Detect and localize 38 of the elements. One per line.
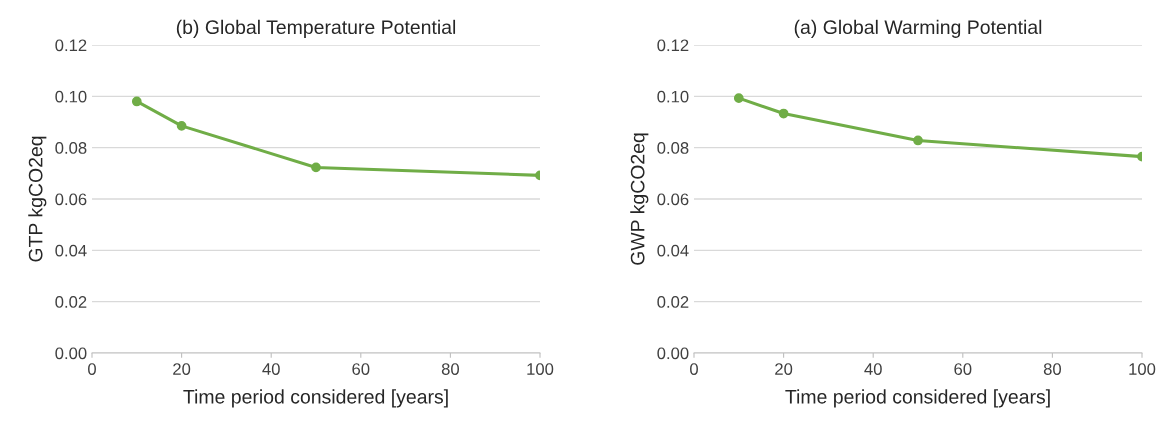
y-axis-title: GWP kgCO2eq	[630, 133, 649, 265]
chart-title: (b) Global Temperature Potential	[176, 19, 456, 38]
x-tick-label: 100	[527, 363, 554, 375]
y-tick-label: 0.04	[657, 244, 689, 257]
y-tick-label: 0.10	[657, 90, 689, 103]
chart-title: (a) Global Warming Potential	[794, 19, 1042, 38]
x-tick-label: 40	[262, 363, 280, 375]
y-axis-title: GTP kgCO2eq	[28, 136, 47, 262]
x-tick-label: 20	[775, 363, 793, 375]
point	[913, 135, 923, 146]
y-tick-label: 0.02	[55, 296, 87, 308]
x-tick-label: 20	[173, 363, 191, 375]
point	[176, 120, 187, 131]
x-tick-label: 60	[352, 363, 370, 375]
y-tick-label: 0.10	[55, 90, 87, 103]
x-tick-label: 0	[690, 363, 698, 375]
y-tick-label: 0.04	[55, 244, 87, 257]
point	[733, 93, 744, 103]
y-tick-label: 0.00	[55, 347, 87, 360]
y-tick-label: 0.12	[55, 39, 87, 52]
x-tick-label: 100	[1129, 363, 1156, 375]
y-tick-label: 0.08	[657, 142, 689, 154]
y-tick-label: 0.00	[657, 347, 689, 360]
y-tick-label: 0.12	[657, 39, 689, 52]
y-tick-label: 0.02	[657, 296, 689, 308]
x-tick-label: 80	[441, 363, 460, 375]
point	[131, 96, 142, 107]
x-tick-label: 0	[88, 363, 96, 375]
x-axis-title: Time period considered [years]	[183, 389, 448, 408]
x-tick-label: 60	[954, 363, 972, 375]
point	[311, 162, 321, 173]
x-tick-label: 40	[864, 363, 882, 375]
y-tick-label: 0.06	[55, 193, 87, 206]
x-tick-label: 80	[1043, 363, 1062, 375]
x-axis-title: Time period considered [years]	[785, 389, 1050, 408]
y-tick-label: 0.08	[55, 142, 87, 154]
point	[778, 108, 789, 119]
y-tick-label: 0.06	[657, 193, 689, 206]
